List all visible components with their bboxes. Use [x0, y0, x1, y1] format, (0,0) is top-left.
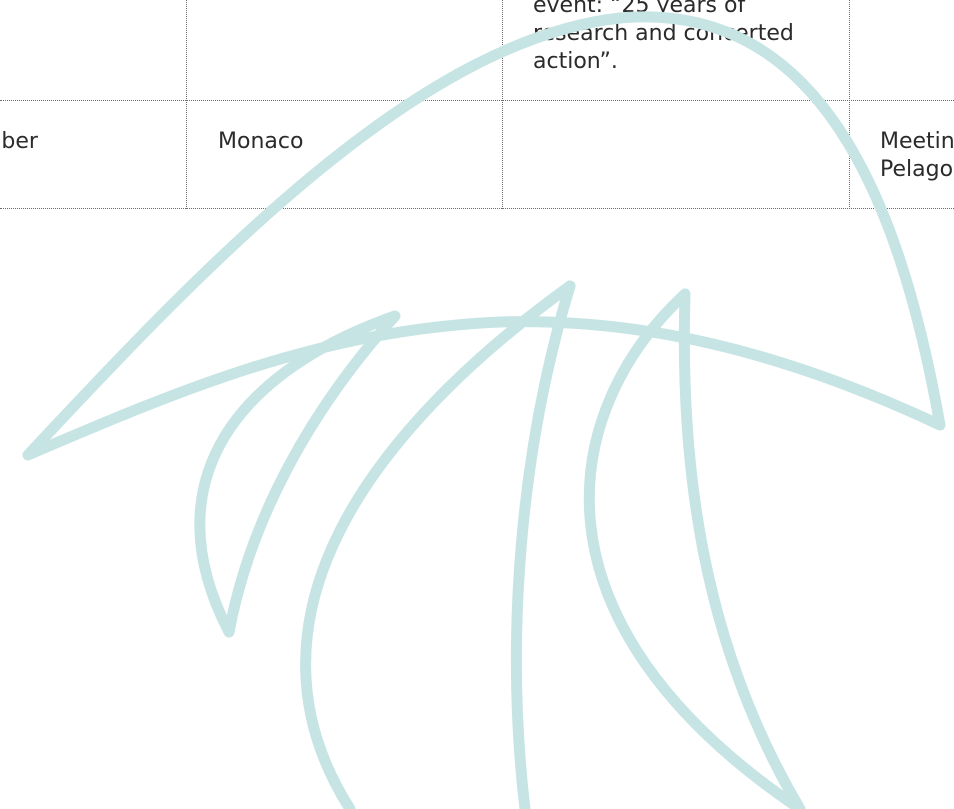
date-text: mber	[0, 129, 38, 154]
row-divider	[0, 208, 954, 209]
event-table: event: “25 years of research and concert…	[0, 0, 954, 230]
date-cell: mber	[0, 128, 186, 156]
column-divider	[186, 0, 187, 209]
place-cell: Monaco	[218, 129, 304, 154]
event-description-cell: event: “25 years of research and concert…	[533, 0, 794, 74]
column-divider	[502, 0, 503, 209]
row-divider	[0, 100, 954, 101]
column-divider	[849, 0, 850, 209]
meeting-cell: Meeting Pelago	[880, 129, 954, 182]
